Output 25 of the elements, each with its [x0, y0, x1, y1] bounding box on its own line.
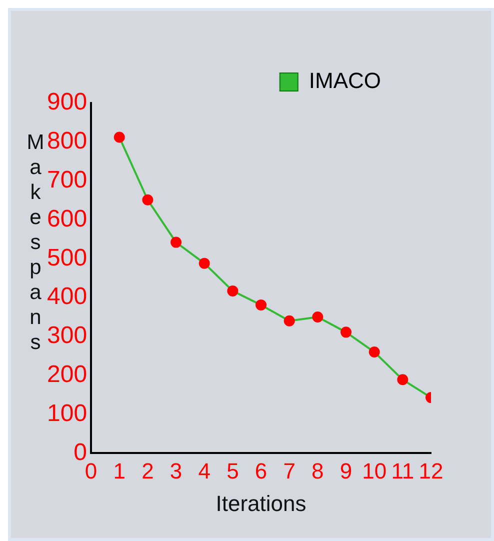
y-tick-label: 700: [46, 166, 88, 194]
legend-label: IMACO: [308, 68, 382, 94]
x-tick-label: 9: [340, 458, 352, 484]
y-tick-label: 400: [46, 283, 88, 310]
x-tick-label: 5: [226, 458, 239, 484]
x-tick-label: 4: [198, 458, 210, 484]
y-tick-label: 600: [46, 205, 88, 232]
x-tick-label: 12: [418, 458, 444, 484]
x-tick-label: 8: [312, 458, 324, 484]
y-tick-label: 200: [46, 361, 88, 388]
x-tick-label: 3: [170, 458, 182, 484]
x-tick-label: 11: [391, 458, 414, 484]
y-tick-label: 100: [46, 400, 88, 427]
x-axis-title: Iterations: [216, 490, 306, 516]
y-tick-label: 900: [46, 88, 88, 116]
y-axis-title: Makespans: [23, 131, 47, 356]
y-tick-label: 500: [46, 244, 88, 272]
x-tick-label: 2: [142, 458, 154, 484]
x-tick-label: 7: [283, 458, 296, 484]
x-tick-label: 6: [254, 458, 268, 484]
y-tick-label: 0: [74, 438, 88, 466]
y-tick-label: 300: [46, 322, 88, 350]
x-tick-label: 1: [113, 458, 126, 484]
y-tick-label: 800: [46, 128, 88, 155]
x-tick-label: 10: [362, 458, 387, 484]
